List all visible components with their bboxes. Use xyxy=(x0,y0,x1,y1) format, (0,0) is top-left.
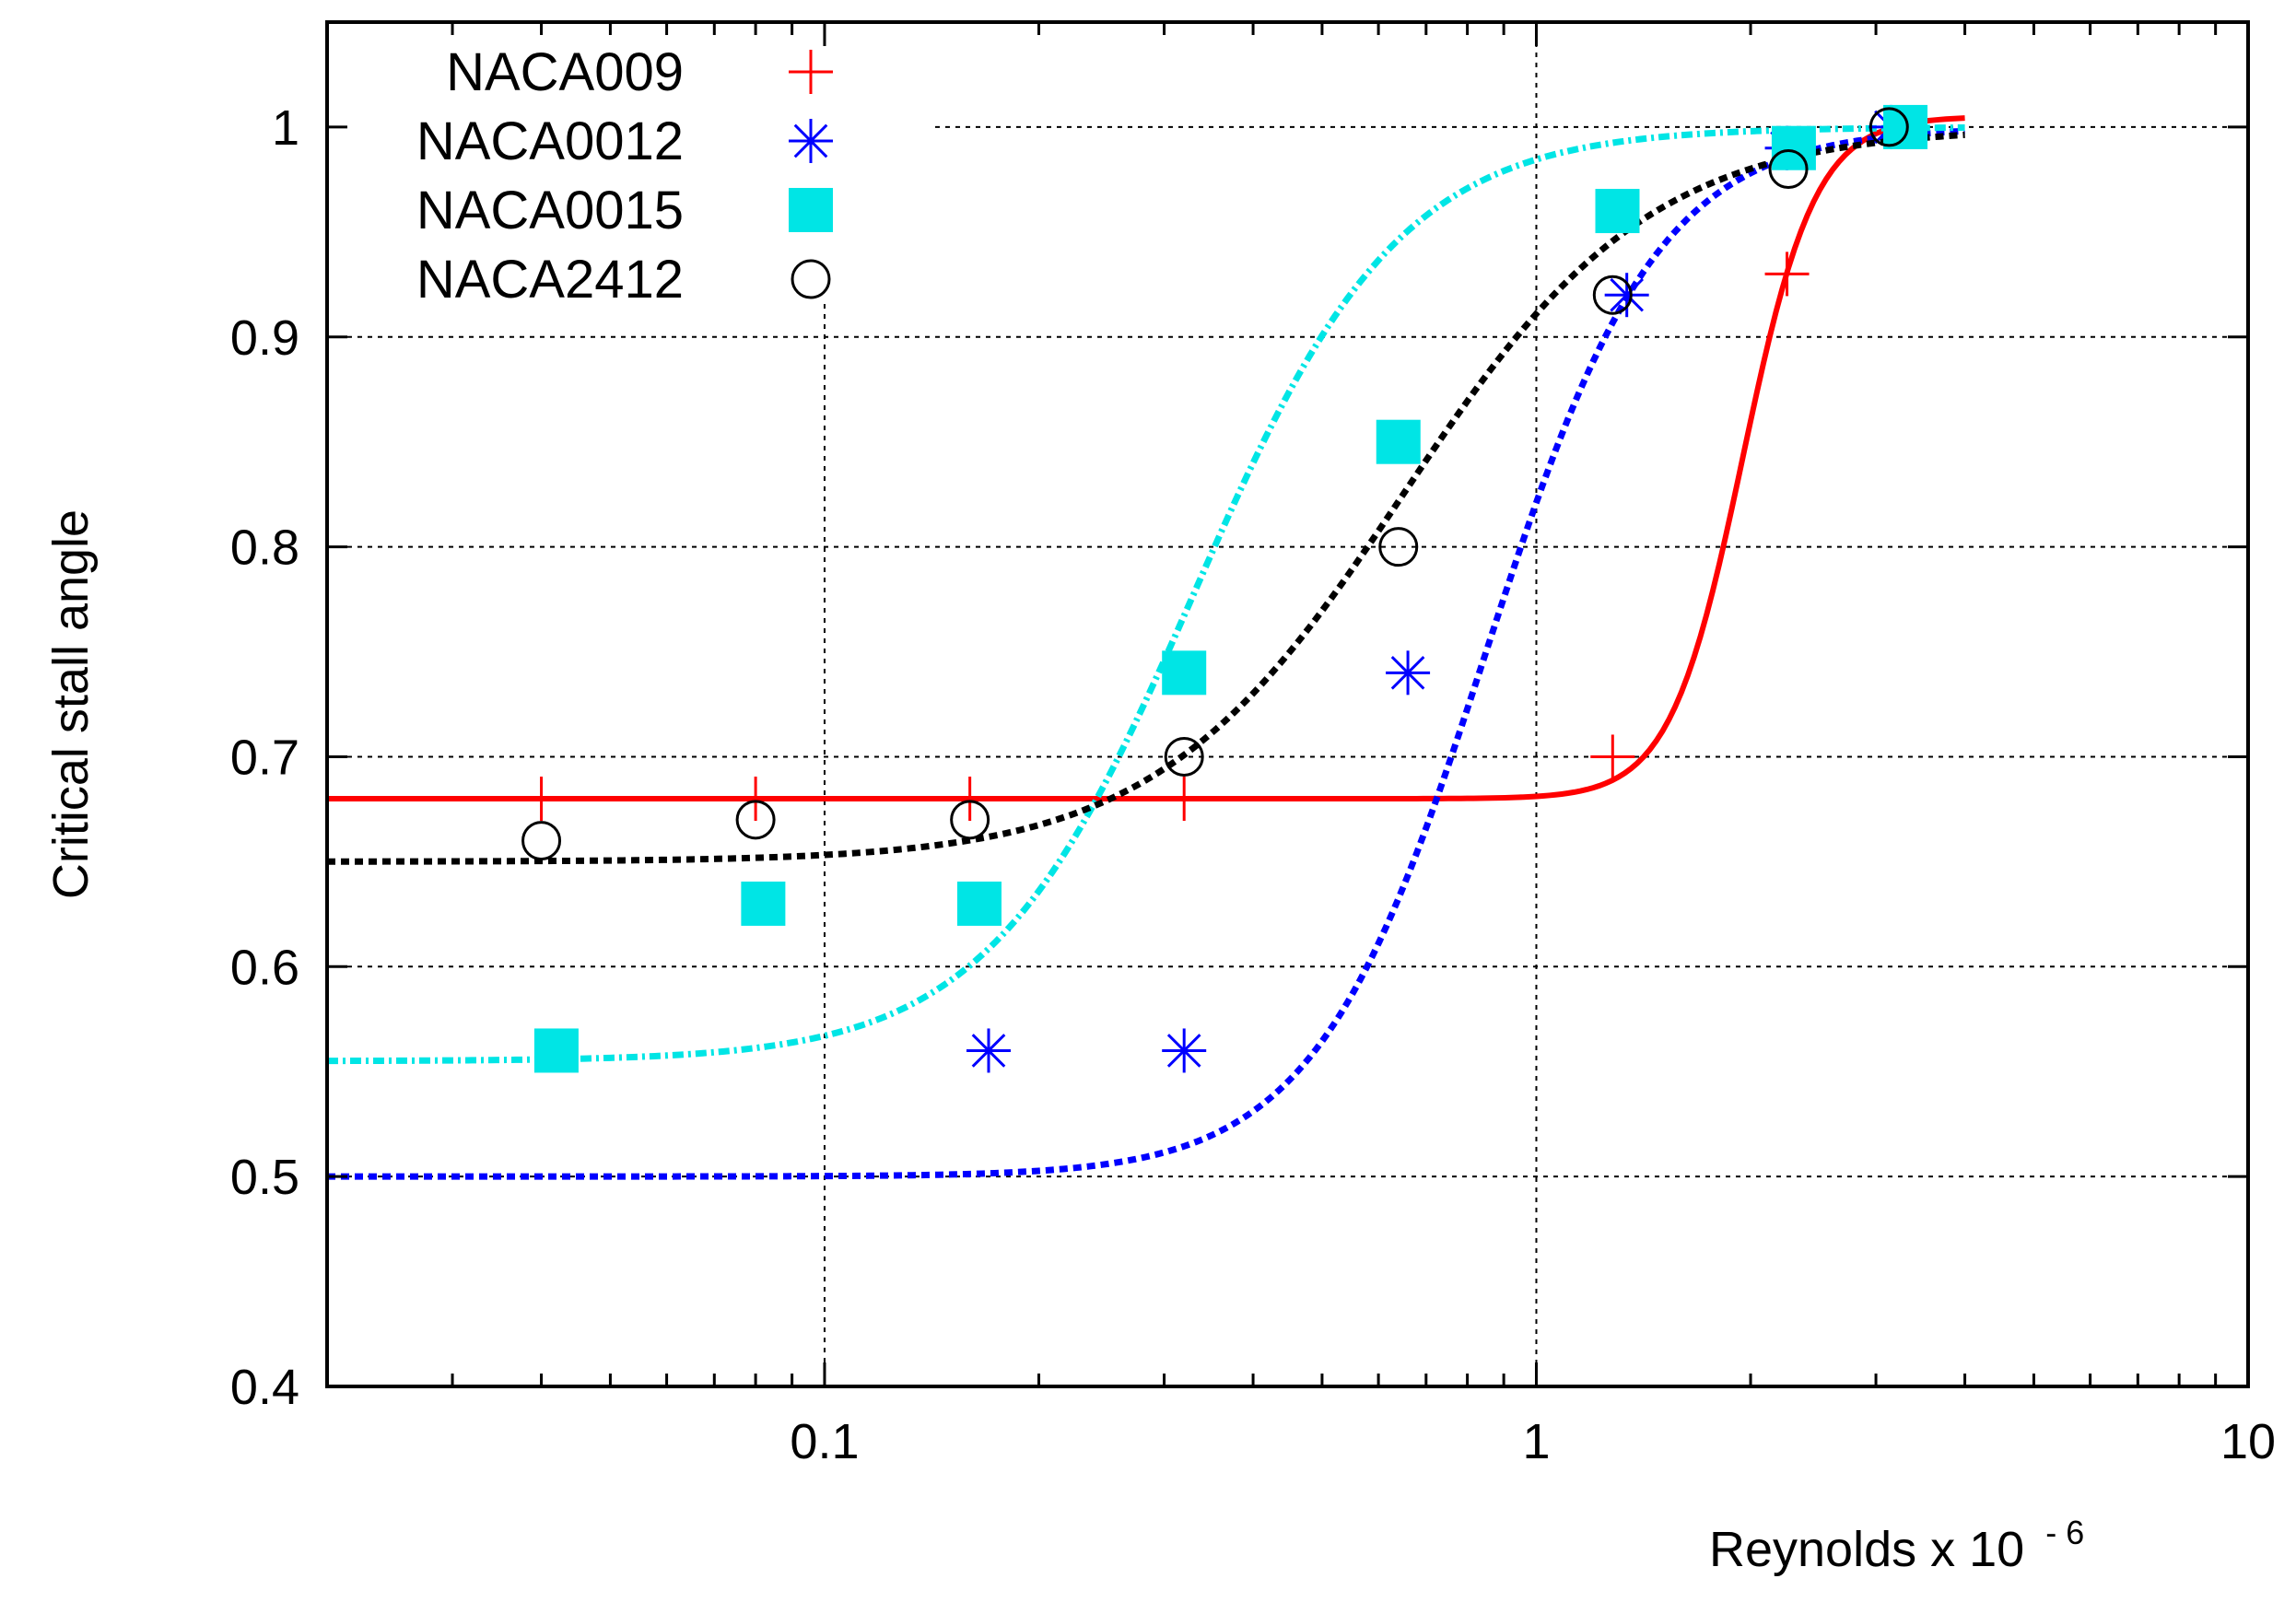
y-tick-label: 0.9 xyxy=(230,310,299,366)
marker-circle xyxy=(1378,527,1419,567)
legend-marker xyxy=(789,50,833,94)
x-tick-label: 1 xyxy=(1522,1414,1550,1469)
marker-square xyxy=(1595,189,1640,234)
data-point-naca009 xyxy=(1764,251,1810,297)
x-tick-label: 0.1 xyxy=(790,1414,859,1469)
data-point-naca0015 xyxy=(533,1028,579,1073)
data-point-naca0015 xyxy=(1162,650,1207,696)
data-point-naca0015 xyxy=(741,881,786,926)
plot-frame xyxy=(325,20,2250,1388)
x-axis-label: Reynolds x 10 - 6 xyxy=(1709,1514,2084,1577)
marker-square xyxy=(1883,104,1928,149)
legend-label: NACA009 xyxy=(446,42,684,102)
fit-curve-naca009 xyxy=(327,115,1965,802)
data-point-naca009 xyxy=(733,777,779,822)
y-tick-label: 0.5 xyxy=(230,1150,299,1205)
data-point-naca0012 xyxy=(966,1028,1011,1073)
y-tick-label: 0.8 xyxy=(230,520,299,576)
marker-square xyxy=(741,881,786,926)
marker-circle xyxy=(791,259,831,299)
marker-circle xyxy=(950,800,990,840)
data-point-naca009 xyxy=(947,777,992,822)
y-tick-label: 1 xyxy=(272,100,299,156)
marker-stroke xyxy=(1610,277,1645,312)
axes: 0.4 0.5 0.6 0.7 0.8 0.9 1 0.1 1 10 xyxy=(230,20,2276,1469)
x-tick-label: 10 xyxy=(2220,1414,2276,1469)
x-axis-label-exponent: - 6 xyxy=(2045,1514,2084,1551)
legend-label: NACA0012 xyxy=(416,111,684,171)
marker-square xyxy=(1376,419,1421,464)
data-point-naca2412 xyxy=(521,821,562,861)
marker-square xyxy=(533,1028,579,1073)
marker-square xyxy=(789,188,833,232)
data-point-naca0012 xyxy=(1604,273,1649,318)
marker-square xyxy=(956,881,1002,926)
marker-circle xyxy=(1768,148,1809,189)
data-point-naca2412 xyxy=(1592,275,1633,315)
marker-circle xyxy=(521,821,562,861)
fit-curve-naca0012 xyxy=(327,127,1965,1180)
legend-entry-naca2412: NACA2412 xyxy=(416,250,831,310)
marker-square xyxy=(1162,650,1207,696)
y-tick-label: 0.4 xyxy=(230,1360,299,1415)
legend-entry-naca0015: NACA0015 xyxy=(416,181,833,240)
legend-marker xyxy=(789,119,833,163)
marker-square xyxy=(1771,125,1816,170)
data-point-naca2412 xyxy=(1868,107,1909,147)
data-point-naca0015 xyxy=(1595,189,1640,234)
data-markers xyxy=(519,104,1928,1073)
legend-marker xyxy=(789,188,833,232)
data-point-naca0015 xyxy=(1883,104,1928,149)
marker-stroke xyxy=(1390,655,1425,690)
data-point-naca0015 xyxy=(1771,125,1816,170)
data-point-naca009 xyxy=(1590,734,1635,779)
data-point-naca2412 xyxy=(1378,527,1419,567)
data-point-naca2412 xyxy=(1164,736,1204,777)
data-point-naca0015 xyxy=(956,881,1002,926)
fit-curve-naca2412 xyxy=(327,131,1965,865)
y-axis-label: Critical stall angle xyxy=(43,509,99,899)
data-point-naca2412 xyxy=(1768,148,1809,189)
axis-labels: Critical stall angle Reynolds x 10 - 6 xyxy=(43,509,2084,1577)
marker-circle xyxy=(1868,107,1909,147)
y-tick-label: 0.6 xyxy=(230,940,299,995)
marker-circle xyxy=(1164,736,1204,777)
data-point-naca0012 xyxy=(1162,1028,1207,1073)
marker-stroke xyxy=(1166,1034,1201,1068)
data-point-naca009 xyxy=(519,777,564,822)
grid-layer xyxy=(327,22,2248,1386)
marker-circle xyxy=(735,800,776,840)
marker-stroke xyxy=(793,123,828,158)
legend: NACA009 NACA0012 NACA0015 NACA2412 xyxy=(416,42,833,310)
legend-entry-naca009: NACA009 xyxy=(446,42,833,102)
data-point-naca2412 xyxy=(735,800,776,840)
data-point-naca009 xyxy=(1162,777,1207,822)
data-point-naca2412 xyxy=(950,800,990,840)
legend-marker xyxy=(791,259,831,299)
x-axis-label-text: Reynolds x 10 xyxy=(1709,1522,2024,1577)
legend-label: NACA0015 xyxy=(416,181,684,240)
legend-entry-naca0012: NACA0012 xyxy=(416,111,833,171)
y-tick-label: 0.7 xyxy=(230,730,299,785)
marker-circle xyxy=(1592,275,1633,315)
legend-label: NACA2412 xyxy=(416,250,684,310)
marker-stroke xyxy=(971,1034,1006,1068)
fit-curve-naca0015 xyxy=(326,123,1965,1065)
data-point-naca0012 xyxy=(1386,650,1431,696)
fit-curves xyxy=(326,115,1965,1180)
data-point-naca0015 xyxy=(1376,419,1421,464)
